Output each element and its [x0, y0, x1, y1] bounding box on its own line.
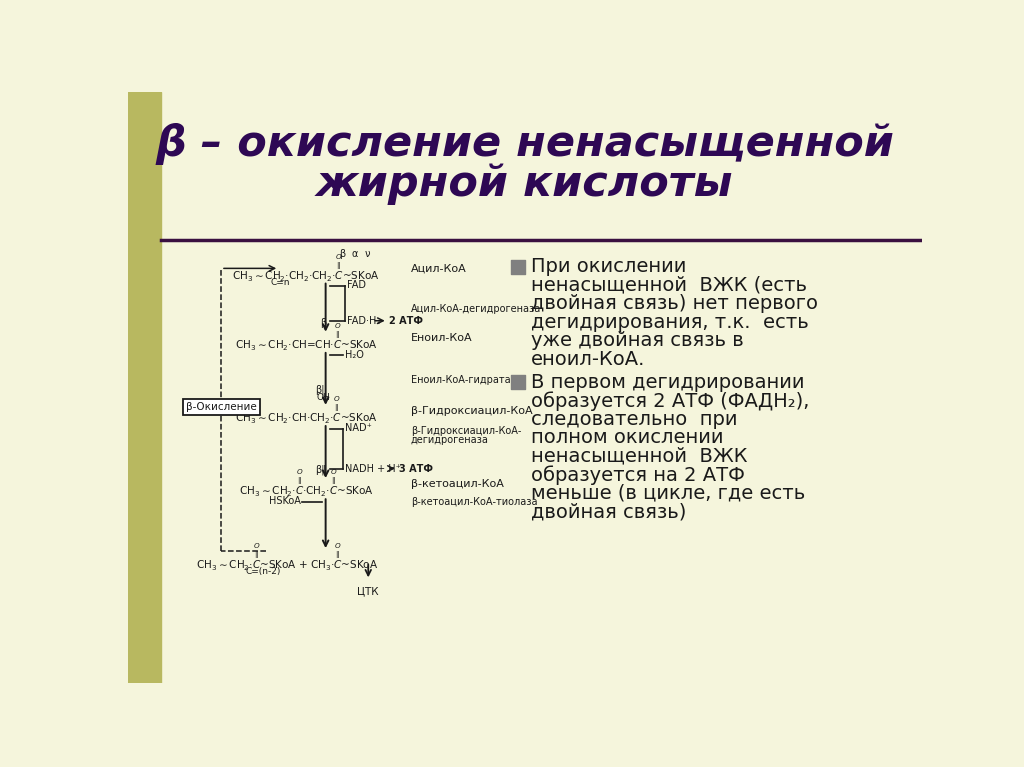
Text: β|: β| [315, 385, 325, 396]
Point [510, 261, 526, 273]
Text: CH$_3$$\sim$CH$_2$·$\overset{O}{\overset{\|}{C}}$~SKoA + CH$_3$·$\overset{O}{\ov: CH$_3$$\sim$CH$_2$·$\overset{O}{\overset… [196, 542, 378, 573]
Text: Еноил-КоА-гидратаза: Еноил-КоА-гидратаза [411, 375, 522, 385]
Text: ненасыщенной  ВЖК: ненасыщенной ВЖК [531, 446, 748, 466]
Text: образуется 2 АТФ (ФАДН₂),: образуется 2 АТФ (ФАДН₂), [531, 391, 809, 410]
Text: дегидрогеназа: дегидрогеназа [411, 435, 488, 445]
Text: α: α [352, 249, 358, 259]
Text: При окислении: При окислении [531, 258, 686, 276]
Text: β-Окисление: β-Окисление [185, 403, 256, 413]
Text: следовательно  при: следовательно при [531, 410, 737, 429]
Text: CH$_3$$\sim$CH$_2$·CH$_2$·CH$_2$·$\overset{O}{\overset{\|}{C}}$~SKoA: CH$_3$$\sim$CH$_2$·CH$_2$·CH$_2$·$\overs… [232, 253, 380, 284]
Text: FAD·H₂: FAD·H₂ [346, 316, 380, 326]
Text: полном окислении: полном окислении [531, 428, 724, 447]
Text: Еноил-КоА: Еноил-КоА [411, 333, 472, 343]
Point [510, 376, 526, 388]
Text: В первом дегидрировании: В первом дегидрировании [531, 373, 805, 392]
Text: 3 АТФ: 3 АТФ [399, 463, 433, 473]
Text: HSKoA: HSKoA [269, 496, 301, 506]
Text: двойная связь): двойная связь) [531, 502, 686, 522]
Text: NAD⁺: NAD⁺ [345, 423, 372, 433]
Text: ненасыщенной  ВЖК (есть: ненасыщенной ВЖК (есть [531, 276, 807, 295]
Text: β-Гидроксиацил-КоА: β-Гидроксиацил-КоА [411, 406, 532, 416]
Text: β – окисление ненасыщенной: β – окисление ненасыщенной [156, 123, 894, 165]
Text: меньше (в цикле, где есть: меньше (в цикле, где есть [531, 484, 805, 502]
Text: β-кетоацил-КоА-тиолаза: β-кетоацил-КоА-тиолаза [411, 497, 538, 507]
Text: β: β [321, 318, 327, 328]
Text: FAD: FAD [346, 280, 366, 291]
Text: CH$_3$$\sim$CH$_2$·CH·CH$_2$·$\overset{O}{\overset{\|}{C}}$~SKoA: CH$_3$$\sim$CH$_2$·CH·CH$_2$·$\overset{O… [234, 395, 378, 426]
Text: ЦТК: ЦТК [357, 587, 379, 597]
Text: β: β [339, 249, 345, 259]
Text: образуется на 2 АТФ: образуется на 2 АТФ [531, 465, 744, 485]
Text: еноил-КоА.: еноил-КоА. [531, 350, 645, 369]
Text: Ацил-КоА-дегидрогеназа: Ацил-КоА-дегидрогеназа [411, 304, 541, 314]
Text: C=n: C=n [271, 278, 291, 287]
Text: H₂O: H₂O [345, 350, 364, 360]
Text: дегидрирования, т.к.  есть: дегидрирования, т.к. есть [531, 313, 809, 332]
Text: β‖: β‖ [314, 464, 326, 475]
Text: CH$_3$$\sim$CH$_2$·CH=CH·$\overset{O}{\overset{\|}{C}}$~SKoA: CH$_3$$\sim$CH$_2$·CH=CH·$\overset{O}{\o… [234, 322, 378, 353]
Text: уже двойная связь в: уже двойная связь в [531, 331, 743, 351]
Text: двойная связь) нет первого: двойная связь) нет первого [531, 295, 818, 313]
Text: жирной кислоты: жирной кислоты [316, 163, 733, 205]
Text: β-Гидроксиацил-КоА-: β-Гидроксиацил-КоА- [411, 426, 521, 436]
Text: NADH + H⁺: NADH + H⁺ [345, 463, 400, 473]
Text: CH$_3$$\sim$CH$_2$·$\overset{O}{\overset{\|}{C}}$·CH$_2$·$\overset{O}{\overset{\: CH$_3$$\sim$CH$_2$·$\overset{O}{\overset… [239, 469, 374, 499]
Bar [128, 92, 161, 683]
Text: Ацил-КоА: Ацил-КоА [411, 263, 467, 273]
Text: C=(n-2): C=(n-2) [246, 567, 282, 576]
Text: ν: ν [365, 249, 371, 259]
Text: β-кетоацил-КоА: β-кетоацил-КоА [411, 479, 504, 489]
Text: 2 АТФ: 2 АТФ [389, 316, 423, 326]
Text: OH: OH [316, 393, 330, 402]
